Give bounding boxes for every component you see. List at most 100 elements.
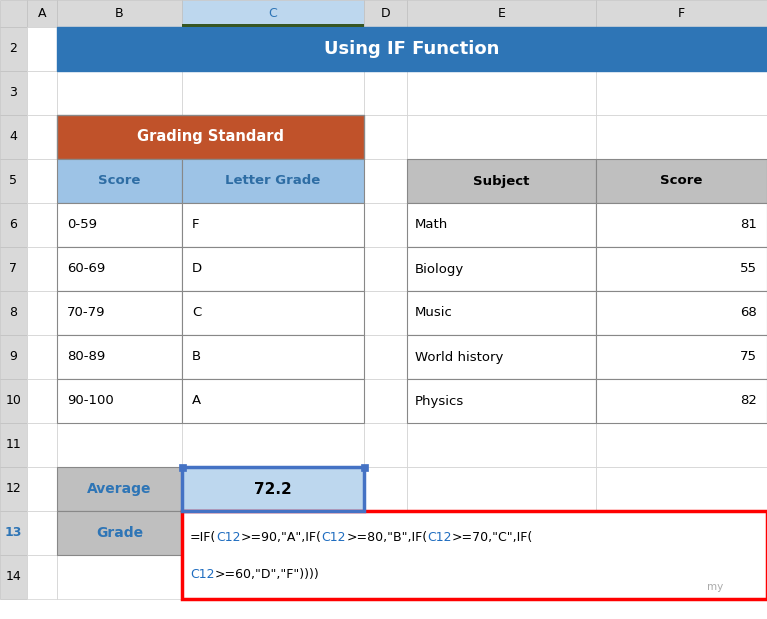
Text: 12: 12 bbox=[5, 482, 21, 495]
Text: Score: Score bbox=[98, 175, 140, 188]
Text: D: D bbox=[380, 7, 390, 20]
Text: 82: 82 bbox=[740, 394, 757, 407]
Bar bbox=[596, 27, 767, 71]
Bar bbox=[182, 511, 767, 599]
Text: C12: C12 bbox=[216, 531, 241, 544]
Bar bbox=[364, 291, 407, 335]
Bar bbox=[182, 511, 364, 555]
Text: Average: Average bbox=[87, 482, 152, 496]
Bar bbox=[27, 0, 57, 27]
Text: Score: Score bbox=[660, 175, 703, 188]
Bar bbox=[596, 203, 767, 247]
Text: 80-89: 80-89 bbox=[67, 350, 105, 363]
Bar bbox=[0, 0, 27, 27]
Bar bbox=[596, 247, 767, 291]
Text: B: B bbox=[192, 350, 201, 363]
Bar bbox=[182, 379, 364, 423]
Text: 8: 8 bbox=[9, 306, 18, 319]
Bar bbox=[27, 115, 57, 159]
Text: >=80,"B",IF(: >=80,"B",IF( bbox=[346, 531, 427, 544]
Bar bbox=[407, 511, 596, 555]
Text: 2: 2 bbox=[9, 43, 18, 56]
Bar bbox=[407, 555, 596, 599]
Text: 11: 11 bbox=[5, 438, 21, 451]
Text: C12: C12 bbox=[190, 568, 215, 581]
Bar bbox=[182, 555, 364, 599]
Bar bbox=[57, 291, 182, 335]
Bar bbox=[27, 511, 57, 555]
Bar bbox=[0, 467, 27, 511]
Text: Grading Standard: Grading Standard bbox=[137, 129, 284, 144]
Text: D: D bbox=[192, 262, 202, 275]
Bar bbox=[407, 379, 596, 423]
Bar bbox=[182, 159, 364, 203]
Bar bbox=[57, 203, 182, 247]
Bar bbox=[407, 71, 596, 115]
Text: 90-100: 90-100 bbox=[67, 394, 114, 407]
Bar bbox=[596, 335, 767, 379]
Bar bbox=[0, 27, 27, 71]
Bar bbox=[57, 27, 767, 71]
Text: C12: C12 bbox=[321, 531, 346, 544]
Text: 5: 5 bbox=[9, 175, 18, 188]
Text: 68: 68 bbox=[740, 306, 757, 319]
Text: 60-69: 60-69 bbox=[67, 262, 105, 275]
Bar bbox=[57, 379, 182, 423]
Bar bbox=[57, 555, 182, 599]
Bar bbox=[57, 335, 182, 379]
Bar bbox=[0, 203, 27, 247]
Bar bbox=[27, 27, 57, 71]
Bar bbox=[596, 203, 767, 247]
Bar bbox=[182, 159, 364, 203]
Bar bbox=[57, 511, 182, 555]
Bar bbox=[596, 71, 767, 115]
Bar bbox=[57, 379, 182, 423]
Bar bbox=[364, 203, 407, 247]
Bar bbox=[182, 291, 364, 335]
Text: 10: 10 bbox=[5, 394, 21, 407]
Text: >=60,"D","F")))): >=60,"D","F")))) bbox=[215, 568, 319, 581]
Bar bbox=[57, 467, 182, 511]
Bar bbox=[182, 335, 364, 379]
Bar bbox=[364, 159, 407, 203]
Bar bbox=[596, 379, 767, 423]
Bar bbox=[596, 467, 767, 511]
Bar bbox=[57, 247, 182, 291]
Bar bbox=[364, 423, 407, 467]
Text: 13: 13 bbox=[5, 527, 22, 540]
Bar bbox=[27, 423, 57, 467]
Text: A: A bbox=[38, 7, 46, 20]
Text: 6: 6 bbox=[9, 219, 18, 232]
Bar bbox=[182, 0, 364, 27]
Bar bbox=[0, 379, 27, 423]
Bar bbox=[596, 291, 767, 335]
Bar bbox=[364, 115, 407, 159]
Bar bbox=[182, 24, 364, 27]
Text: Math: Math bbox=[415, 219, 448, 232]
Bar bbox=[182, 203, 364, 247]
Bar bbox=[596, 159, 767, 203]
Text: E: E bbox=[498, 7, 505, 20]
Bar bbox=[407, 291, 596, 335]
Bar bbox=[596, 555, 767, 599]
Bar bbox=[407, 247, 596, 291]
Bar bbox=[57, 115, 182, 159]
Bar bbox=[596, 291, 767, 335]
Bar bbox=[182, 115, 364, 159]
Bar bbox=[57, 335, 182, 379]
Bar bbox=[0, 511, 27, 555]
Bar bbox=[27, 247, 57, 291]
Bar bbox=[57, 159, 182, 203]
Bar bbox=[57, 159, 182, 203]
Text: 72.2: 72.2 bbox=[254, 482, 292, 496]
Bar bbox=[57, 71, 182, 115]
Bar bbox=[364, 0, 407, 27]
Text: Physics: Physics bbox=[415, 394, 464, 407]
Bar bbox=[361, 464, 368, 471]
Text: 0-59: 0-59 bbox=[67, 219, 97, 232]
Bar bbox=[364, 27, 407, 71]
Bar bbox=[57, 27, 182, 71]
Bar bbox=[364, 247, 407, 291]
Bar bbox=[182, 291, 364, 335]
Bar bbox=[0, 159, 27, 203]
